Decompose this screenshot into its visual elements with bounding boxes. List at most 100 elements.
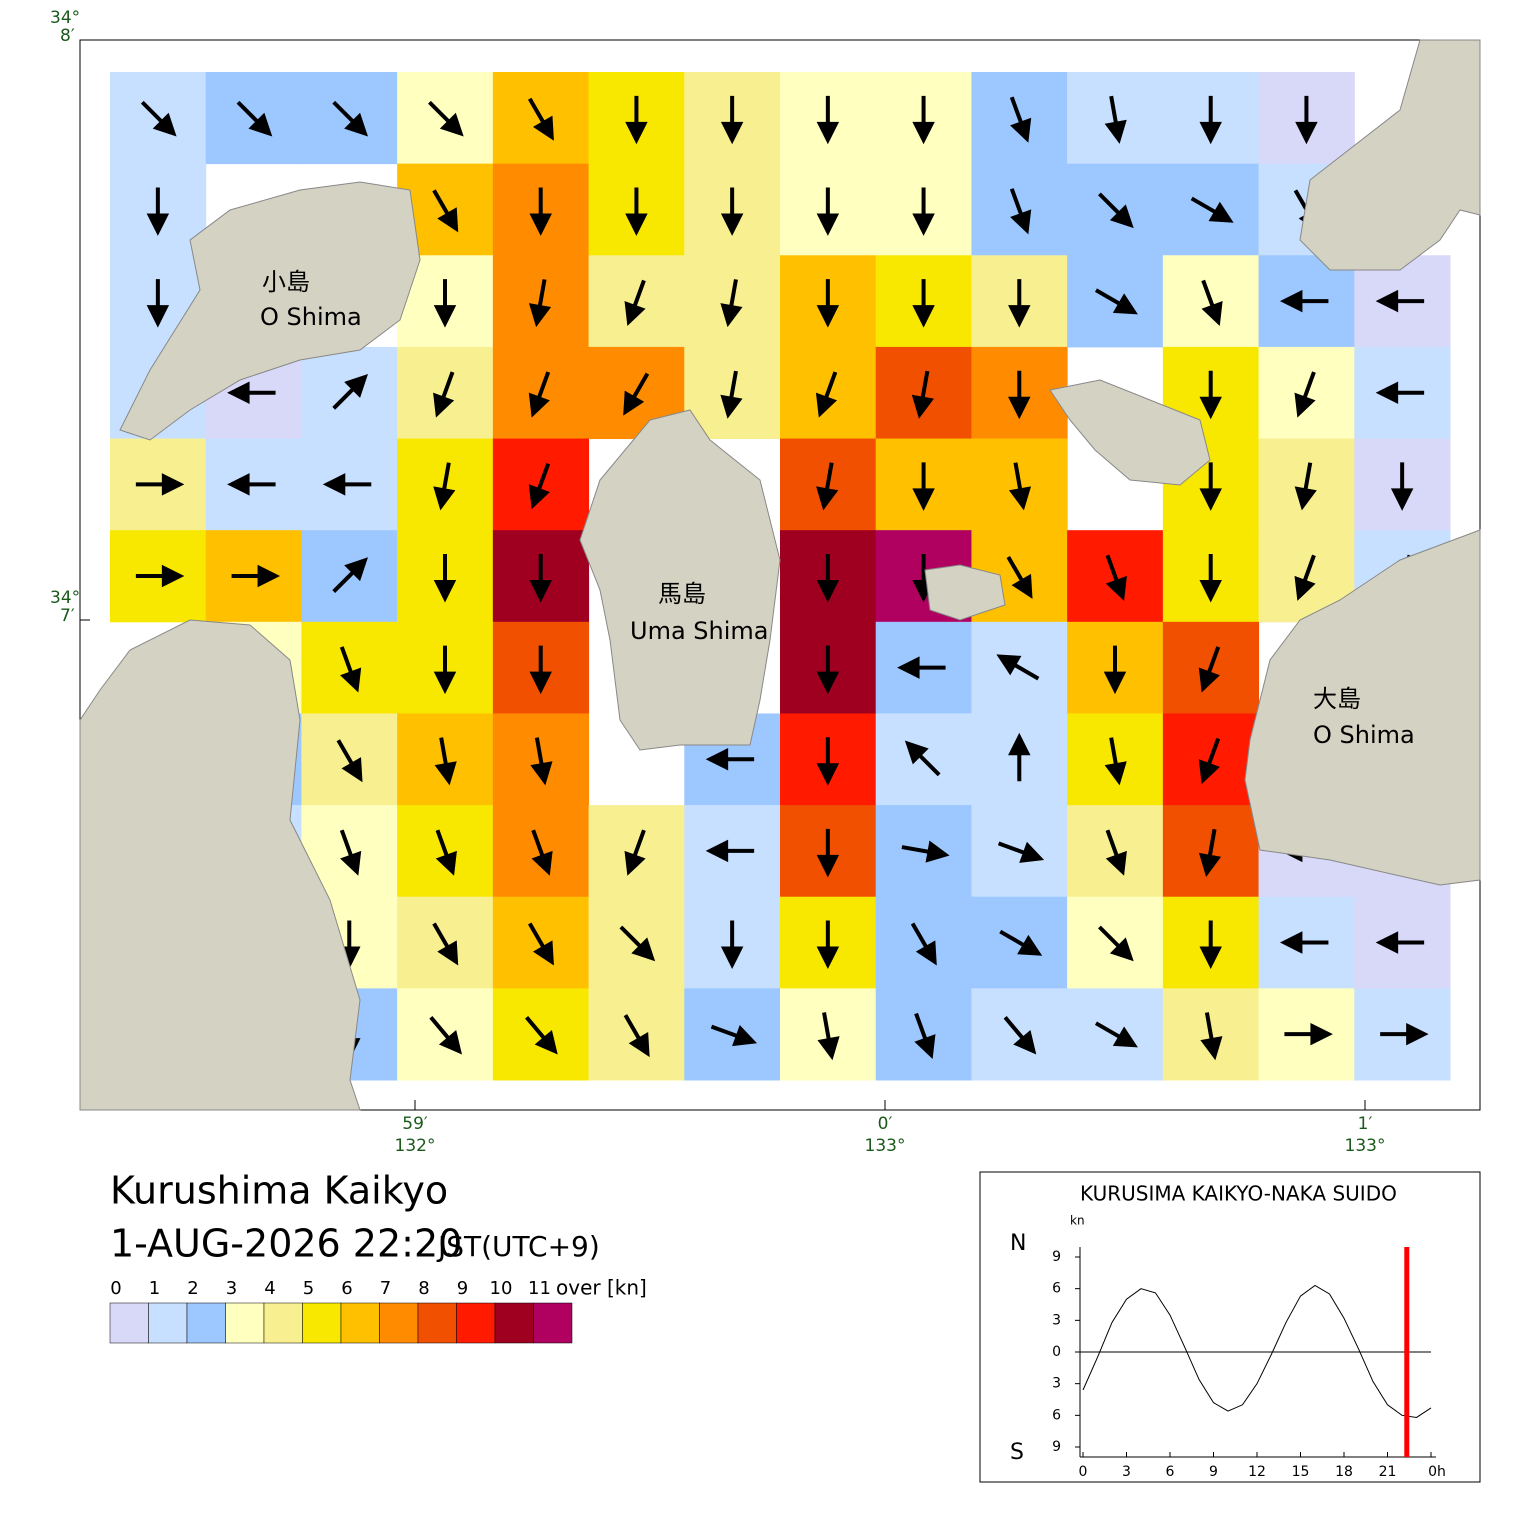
- current-arrow: [623, 372, 650, 416]
- lon-tick-min: 1′: [1358, 1114, 1373, 1134]
- lon-tick-min: 59′: [402, 1114, 428, 1134]
- current-arrow: [912, 95, 935, 145]
- current-arrow: [1199, 554, 1222, 603]
- current-arrow: [1008, 370, 1031, 420]
- current-arrow: [1294, 554, 1316, 601]
- current-arrow: [1190, 196, 1234, 223]
- title: Kurushima Kaikyo: [110, 1169, 448, 1213]
- current-arrow: [1294, 371, 1316, 418]
- current-arrow: [1094, 288, 1138, 315]
- legend-swatch: [456, 1302, 496, 1344]
- current-arrow: [619, 925, 656, 962]
- current-arrow: [997, 841, 1045, 863]
- current-arrow: [231, 564, 281, 588]
- current-arrow: [1009, 188, 1032, 235]
- south-label: S: [1010, 1440, 1024, 1465]
- lat-tick-deg: 34°: [50, 8, 80, 28]
- current-arrow: [1279, 931, 1329, 954]
- current-arrow: [1006, 555, 1033, 599]
- x-tick-label: 15: [1292, 1464, 1310, 1480]
- land: [79, 39, 1481, 1111]
- current-arrow: [433, 462, 456, 511]
- legend-label: 11: [528, 1278, 551, 1299]
- current-arrow: [525, 1016, 558, 1055]
- current-arrow: [530, 737, 553, 786]
- current-arrow: [1003, 1016, 1037, 1055]
- current-arrow: [332, 100, 369, 137]
- y-tick-label: 6: [1052, 1407, 1061, 1423]
- current-arrow: [1105, 554, 1127, 601]
- current-arrow: [1279, 289, 1329, 313]
- current-arrow: [705, 839, 755, 863]
- current-arrow: [897, 656, 946, 679]
- legend-label: 6: [341, 1278, 352, 1299]
- current-arrow: [1294, 462, 1317, 511]
- current-arrow: [1104, 737, 1127, 786]
- current-arrow: [1200, 1012, 1223, 1061]
- current-arrow: [1098, 925, 1134, 962]
- tide-panel: [979, 1171, 1481, 1483]
- legend-swatch: [494, 1302, 534, 1344]
- current-arrow: [1009, 96, 1032, 143]
- legend-label: 5: [303, 1278, 314, 1299]
- current-arrow: [914, 1012, 936, 1060]
- current-arrow: [996, 654, 1040, 681]
- legend-label: 7: [380, 1278, 391, 1299]
- current-arrow: [816, 95, 840, 145]
- current-arrow: [433, 645, 457, 695]
- x-tick-label: 0h: [1428, 1464, 1446, 1480]
- island-label-jp: 大島: [1313, 685, 1361, 713]
- current-arrow: [1284, 1022, 1333, 1046]
- legend-label: 0: [110, 1278, 121, 1299]
- current-arrow: [912, 462, 935, 511]
- current-arrow: [429, 1016, 463, 1055]
- tide-unit: kn: [1070, 1214, 1085, 1228]
- current-arrow: [1375, 289, 1425, 313]
- island-label-jp: 小島: [262, 268, 310, 296]
- current-arrow: [135, 473, 185, 496]
- current-arrow: [912, 279, 935, 328]
- timezone: JST(UTC+9): [436, 1230, 600, 1263]
- tide-curve: [1082, 1284, 1432, 1418]
- legend-label: 2: [187, 1278, 198, 1299]
- current-arrow: [1008, 732, 1031, 782]
- current-arrow: [1199, 95, 1222, 145]
- x-tick-label: 9: [1209, 1464, 1218, 1480]
- current-arrow: [140, 100, 177, 137]
- legend-swatch: [379, 1302, 419, 1344]
- current-arrow: [332, 374, 369, 410]
- current-arrow: [528, 279, 552, 328]
- current-arrow: [1375, 381, 1425, 404]
- current-arrow: [135, 564, 185, 588]
- legend-swatch: [533, 1302, 573, 1344]
- x-tick-label: 3: [1122, 1464, 1131, 1480]
- current-arrow: [624, 829, 646, 876]
- current-arrow: [1105, 829, 1127, 876]
- current-arrow: [1199, 370, 1222, 420]
- current-arrow: [529, 187, 552, 236]
- current-arrow: [1199, 462, 1222, 511]
- current-arrow: [527, 97, 554, 141]
- current-arrow: [710, 1024, 758, 1047]
- lat-tick-deg: 34°: [50, 588, 80, 608]
- lon-tick-deg: 132°: [395, 1136, 436, 1156]
- land-northeast: [1299, 39, 1481, 271]
- current-arrow: [1198, 828, 1222, 877]
- legend-unit: over [kn]: [556, 1276, 647, 1300]
- current-arrow: [336, 739, 363, 783]
- current-arrow: [1104, 95, 1127, 144]
- tide-title: KURUSIMA KAIKYO-NAKA SUIDO: [1080, 1182, 1397, 1206]
- current-arrow: [816, 279, 840, 328]
- island-o-shima: [1244, 529, 1481, 886]
- y-tick-label: 6: [1052, 1281, 1061, 1297]
- y-tick-label: 3: [1052, 1312, 1061, 1328]
- island-label-en: Uma Shima: [630, 617, 768, 645]
- islet-center: [924, 564, 1006, 621]
- current-arrow: [720, 187, 744, 236]
- current-arrow: [1380, 1022, 1429, 1046]
- legend-label: 10: [490, 1278, 513, 1299]
- current-arrow: [911, 370, 934, 419]
- datetime: 1-AUG-2026 22:20: [110, 1222, 462, 1266]
- current-arrow: [529, 645, 552, 695]
